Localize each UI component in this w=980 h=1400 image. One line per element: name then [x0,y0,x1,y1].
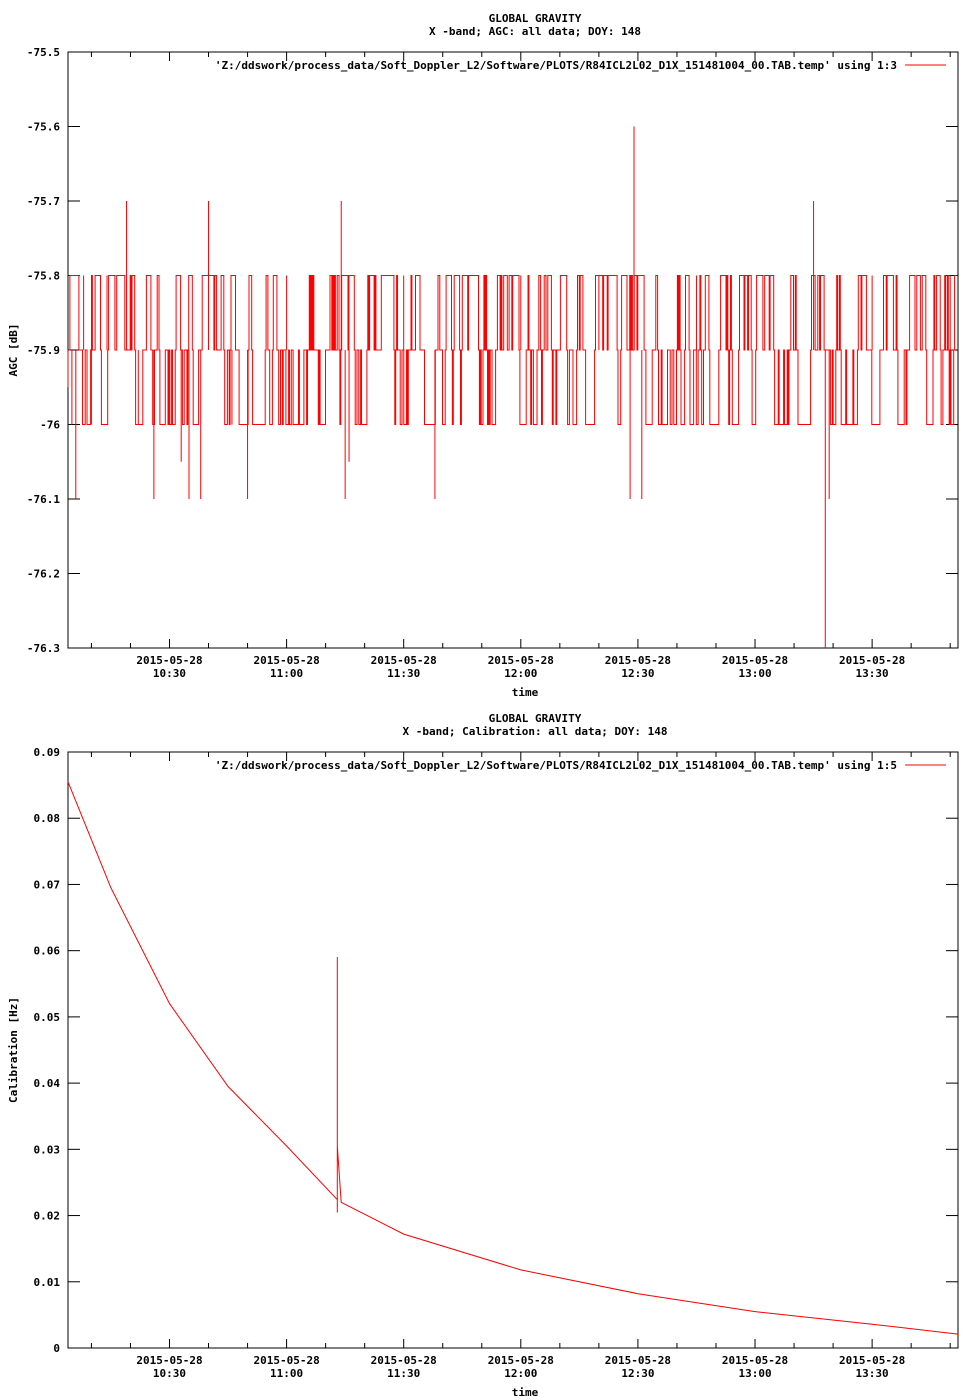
chart-2-series-point-16 [957,1333,959,1335]
chart-1-ytick-label: -76 [40,419,60,432]
chart-1-ytick-label: -75.7 [27,195,60,208]
chart-1-xtick-date: 2015-05-28 [839,654,905,667]
chart-2-xtick-time: 10:30 [153,1367,186,1380]
chart-1-ytick-label: -75.5 [27,46,60,59]
chart-1-xtick-time: 13:00 [738,667,771,680]
chart-2-series-point-6 [336,1211,338,1213]
chart-2-xtick-time: 12:30 [621,1367,654,1380]
chart-2-xtick-time: 13:30 [856,1367,889,1380]
chart-2-xtick-date: 2015-05-28 [839,1354,905,1367]
chart-2-ytick-label: 0.05 [34,1011,61,1024]
chart-2-ytick-label: 0.02 [34,1210,61,1223]
chart-2-xtick-time: 11:00 [270,1367,303,1380]
chart-2-xlabel: time [512,1386,539,1399]
chart-2-series-point-14 [754,1311,756,1312]
chart-1-title: GLOBAL GRAVITY [489,12,582,25]
chart-2-ytick-label: 0.08 [34,812,61,825]
chart-1-xtick-date: 2015-05-28 [371,654,437,667]
chart-1-subtitle: X -band; AGC: all data; DOY: 148 [429,25,641,38]
chart-2-xtick-time: 12:00 [504,1367,537,1380]
chart-2-ytick-label: 0.03 [34,1143,61,1156]
chart-2-series-point-13 [637,1293,639,1295]
chart-1-ytick-label: -75.8 [27,270,60,283]
chart-2-ytick-label: 0.06 [34,945,61,958]
chart-2-xtick-date: 2015-05-28 [371,1354,437,1367]
chart-1-ytick-label: -76.2 [27,568,60,581]
chart-2-series-point-5 [336,1199,338,1201]
chart-2-ytick-label: 0.09 [34,746,61,759]
chart-2-series-point-7 [336,956,338,958]
chart-2-title: GLOBAL GRAVITY [489,712,582,725]
chart-2-xtick-date: 2015-05-28 [253,1354,319,1367]
chart-2-xtick-date: 2015-05-28 [722,1354,788,1367]
chart-1-ytick-label: -75.6 [27,121,60,134]
chart-2-legend-label: 'Z:/ddswork/process_data/Soft_Doppler_L2… [215,759,897,772]
chart-2-subtitle: X -band; Calibration: all data; DOY: 148 [403,725,668,738]
chart-2-series-point-12 [520,1269,522,1271]
chart-2-series-point-8 [336,1205,338,1207]
chart-2-ylabel: Calibration [Hz] [7,997,20,1103]
chart-1-xtick-time: 11:00 [270,667,303,680]
chart-1-legend-label: 'Z:/ddswork/process_data/Soft_Doppler_L2… [215,59,897,72]
chart-1-ytick-label: -76.3 [27,642,60,655]
chart-2-xtick-date: 2015-05-28 [605,1354,671,1367]
chart-1-xtick-time: 10:30 [153,667,186,680]
chart-2-series-point-15 [871,1323,873,1325]
chart-2-ytick-label: 0.04 [34,1077,61,1090]
chart-1-ytick-label: -76.1 [27,493,60,506]
chart-2-series-point-2 [169,1003,170,1005]
chart-2-ytick-label: 0 [53,1342,60,1355]
chart-2-series-point-9 [336,1145,338,1147]
chart-2-ytick-label: 0.01 [34,1276,61,1289]
chart-2-xtick-date: 2015-05-28 [488,1354,554,1367]
chart-2-ytick-label: 0.07 [34,878,61,891]
chart-2-xtick-time: 13:00 [738,1367,771,1380]
chart-2-series-line [67,781,959,1335]
chart-1-xtick-time: 12:00 [504,667,537,680]
chart-2-series-point-11 [403,1233,405,1235]
chart-1-xlabel: time [512,686,539,699]
chart-2-xtick-date: 2015-05-28 [136,1354,202,1367]
chart-2-series-point-1 [110,887,112,889]
chart-1-ytick-label: -75.9 [27,344,60,357]
chart-1-xtick-date: 2015-05-28 [253,654,319,667]
chart-2-xtick-time: 11:30 [387,1367,420,1380]
chart-1-xtick-time: 13:30 [856,667,889,680]
chart-1-ylabel: AGC [dB] [7,324,20,377]
chart-2-series-point-10 [340,1201,342,1203]
chart-1-xtick-date: 2015-05-28 [722,654,788,667]
chart-2-series-point-4 [286,1145,287,1147]
chart-2-series-point-3 [227,1086,229,1087]
chart-2-plot-frame [67,751,959,1349]
chart-1-xtick-date: 2015-05-28 [605,654,671,667]
chart-1-series-noise [69,275,957,425]
chart-1-xtick-date: 2015-05-28 [136,654,202,667]
chart-1-xtick-date: 2015-05-28 [488,654,554,667]
chart-1-xtick-time: 12:30 [621,667,654,680]
chart-1-xtick-time: 11:30 [387,667,420,680]
chart-2-series-point-0 [67,781,69,783]
